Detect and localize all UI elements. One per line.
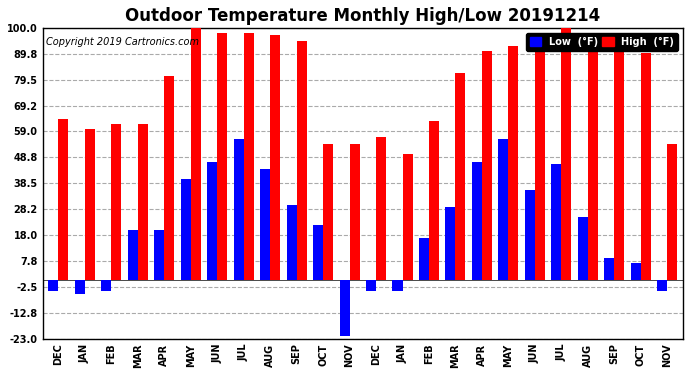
Bar bbox=[455, 74, 466, 280]
Bar bbox=[667, 144, 677, 280]
Bar bbox=[138, 124, 148, 280]
Bar bbox=[429, 122, 439, 280]
Bar bbox=[482, 51, 492, 280]
Bar bbox=[286, 205, 297, 280]
Bar bbox=[323, 144, 333, 280]
Bar bbox=[181, 180, 190, 280]
Bar bbox=[657, 280, 667, 291]
Bar bbox=[59, 119, 68, 280]
Bar bbox=[641, 53, 651, 280]
Bar bbox=[128, 230, 138, 280]
Bar bbox=[85, 129, 95, 280]
Bar bbox=[339, 280, 350, 336]
Bar bbox=[217, 33, 227, 280]
Bar bbox=[190, 20, 201, 280]
Bar bbox=[614, 51, 624, 280]
Bar bbox=[350, 144, 359, 280]
Bar bbox=[472, 162, 482, 280]
Bar bbox=[588, 51, 598, 280]
Bar bbox=[260, 170, 270, 280]
Bar bbox=[509, 46, 518, 280]
Bar bbox=[498, 139, 509, 280]
Bar bbox=[155, 230, 164, 280]
Bar bbox=[419, 237, 429, 280]
Bar bbox=[75, 280, 85, 294]
Bar bbox=[366, 280, 376, 291]
Bar bbox=[234, 139, 244, 280]
Bar bbox=[111, 124, 121, 280]
Bar bbox=[578, 217, 588, 280]
Bar bbox=[270, 36, 280, 280]
Bar bbox=[297, 40, 306, 280]
Bar bbox=[101, 280, 111, 291]
Legend: Low  (°F), High  (°F): Low (°F), High (°F) bbox=[526, 33, 678, 51]
Bar bbox=[402, 154, 413, 280]
Bar bbox=[313, 225, 323, 280]
Bar bbox=[551, 164, 561, 280]
Bar bbox=[48, 280, 59, 291]
Bar bbox=[535, 36, 545, 280]
Bar bbox=[445, 207, 455, 280]
Text: Copyright 2019 Cartronics.com: Copyright 2019 Cartronics.com bbox=[46, 37, 199, 47]
Bar bbox=[376, 136, 386, 280]
Bar bbox=[525, 189, 535, 280]
Bar bbox=[561, 28, 571, 280]
Bar bbox=[244, 33, 254, 280]
Bar bbox=[207, 162, 217, 280]
Bar bbox=[393, 280, 402, 291]
Bar bbox=[631, 263, 641, 280]
Bar bbox=[604, 258, 614, 280]
Bar bbox=[164, 76, 175, 280]
Title: Outdoor Temperature Monthly High/Low 20191214: Outdoor Temperature Monthly High/Low 201… bbox=[125, 7, 600, 25]
